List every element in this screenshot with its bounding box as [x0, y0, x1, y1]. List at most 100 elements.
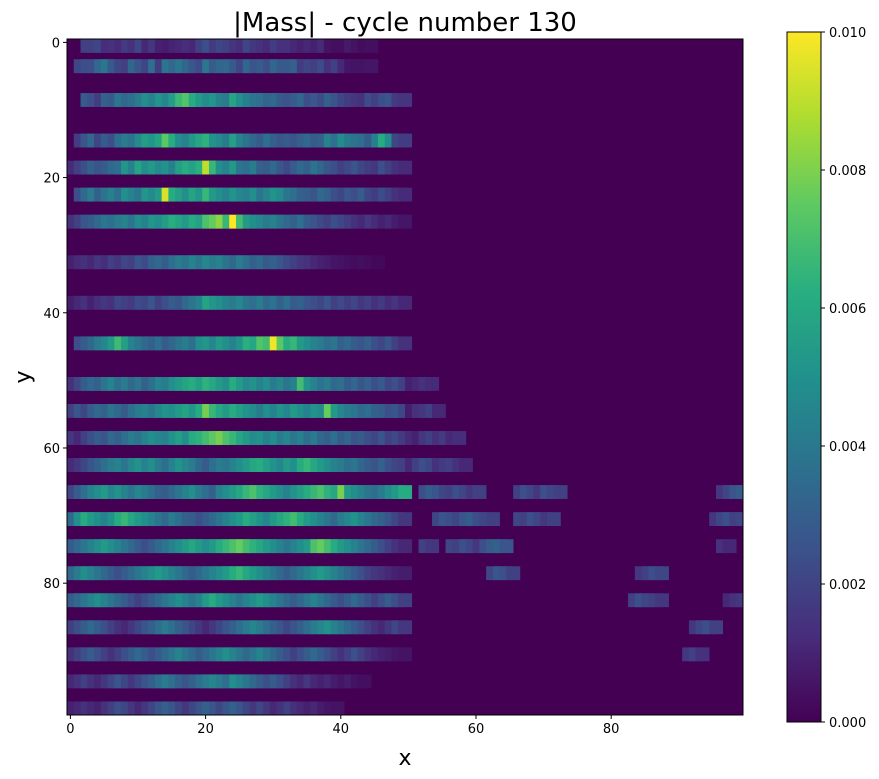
heatmap-cell — [364, 512, 372, 520]
heatmap-cell — [317, 681, 325, 689]
heatmap-cell — [107, 620, 115, 628]
heatmap-cell — [317, 160, 325, 168]
heatmap-cell — [655, 566, 663, 574]
heatmap-cell — [94, 681, 102, 689]
heatmap-cell — [337, 255, 345, 263]
heatmap-cell — [127, 160, 135, 168]
heatmap-cell — [499, 546, 507, 554]
heatmap-cell — [323, 66, 331, 74]
heatmap-cell — [323, 214, 331, 222]
heatmap-cell — [350, 39, 358, 47]
heatmap-cell — [263, 647, 271, 655]
heatmap-cell — [655, 573, 663, 581]
heatmap-cell — [181, 512, 189, 520]
heatmap-cell — [188, 45, 196, 53]
heatmap-cell — [263, 708, 271, 716]
heatmap-cell — [121, 681, 129, 689]
heatmap-cell — [127, 404, 135, 412]
heatmap-cell — [276, 491, 284, 499]
heatmap-cell — [121, 140, 129, 148]
heatmap-cell — [296, 647, 304, 655]
heatmap-cell — [384, 593, 392, 601]
heatmap-cell — [276, 214, 284, 222]
heatmap-cell — [303, 654, 311, 662]
heatmap-cell — [181, 566, 189, 574]
heatmap-cell — [438, 512, 446, 520]
heatmap-cell — [94, 39, 102, 47]
heatmap-cell — [344, 377, 352, 385]
heatmap-cell — [377, 93, 386, 101]
heatmap-cell — [236, 99, 244, 107]
heatmap-cell — [80, 491, 88, 499]
heatmap-cell — [87, 214, 95, 222]
heatmap-cell — [303, 573, 311, 581]
heatmap-cell — [452, 485, 460, 493]
heatmap-cell — [350, 437, 358, 445]
heatmap-cell — [405, 99, 413, 107]
heatmap-cell — [121, 343, 129, 351]
heatmap-cell — [398, 160, 406, 168]
heatmap-cell — [114, 383, 122, 391]
heatmap-cell — [161, 99, 169, 107]
heatmap-cell — [107, 458, 115, 466]
heatmap-cell — [168, 167, 176, 175]
heatmap-cell — [445, 546, 453, 554]
heatmap-cell — [175, 539, 183, 547]
heatmap-cell — [377, 99, 386, 107]
heatmap-cell — [276, 167, 284, 175]
heatmap-cell — [486, 546, 494, 554]
heatmap-cell — [628, 600, 636, 608]
heatmap-cell — [181, 160, 189, 168]
heatmap-cell — [100, 404, 108, 412]
heatmap-cell — [296, 458, 304, 466]
heatmap-cell — [114, 66, 122, 74]
heatmap-cell — [269, 255, 277, 263]
heatmap-cell — [256, 512, 264, 520]
heatmap-cell — [114, 336, 122, 344]
heatmap-cell — [371, 437, 379, 445]
heatmap-cell — [269, 654, 277, 662]
heatmap-cell — [94, 99, 102, 107]
heatmap-cell — [276, 160, 284, 168]
heatmap-cell — [323, 464, 331, 472]
heatmap-cell — [242, 160, 250, 168]
heatmap-cell — [290, 404, 298, 412]
heatmap-cell — [100, 187, 108, 195]
heatmap-cell — [350, 45, 358, 53]
heatmap-cell — [154, 518, 162, 527]
heatmap-cell — [161, 59, 169, 67]
heatmap-cell — [94, 160, 102, 168]
heatmap-cell — [337, 194, 345, 202]
heatmap-cell — [371, 59, 379, 67]
heatmap-cell — [148, 512, 156, 520]
heatmap-cell — [168, 431, 176, 439]
heatmap-cell — [134, 600, 142, 608]
heatmap-cell — [229, 546, 237, 554]
heatmap-cell — [276, 194, 284, 202]
heatmap-cell — [269, 573, 277, 581]
heatmap-cell — [377, 295, 386, 303]
heatmap-cell — [357, 674, 365, 682]
heatmap-cell — [722, 600, 730, 608]
heatmap-cell — [141, 262, 149, 270]
heatmap-cell — [337, 437, 345, 445]
heatmap-cell — [296, 140, 304, 148]
heatmap-cell — [215, 39, 223, 47]
heatmap-cell — [263, 485, 271, 493]
heatmap-cell — [263, 518, 271, 527]
heatmap-cell — [391, 302, 399, 310]
heatmap-cell — [249, 93, 257, 101]
heatmap-cell — [127, 336, 135, 344]
heatmap-cell — [229, 654, 237, 662]
heatmap-cell — [411, 410, 419, 418]
heatmap-cell — [168, 383, 176, 391]
heatmap-cell — [269, 620, 277, 628]
heatmap-cell — [357, 654, 365, 662]
heatmap-cell — [242, 343, 250, 351]
heatmap-cell — [134, 45, 142, 53]
heatmap-cell — [188, 383, 196, 391]
heatmap-cell — [188, 431, 196, 439]
heatmap-cell — [222, 620, 230, 628]
heatmap-cell — [344, 39, 352, 47]
heatmap-cell — [398, 485, 406, 493]
